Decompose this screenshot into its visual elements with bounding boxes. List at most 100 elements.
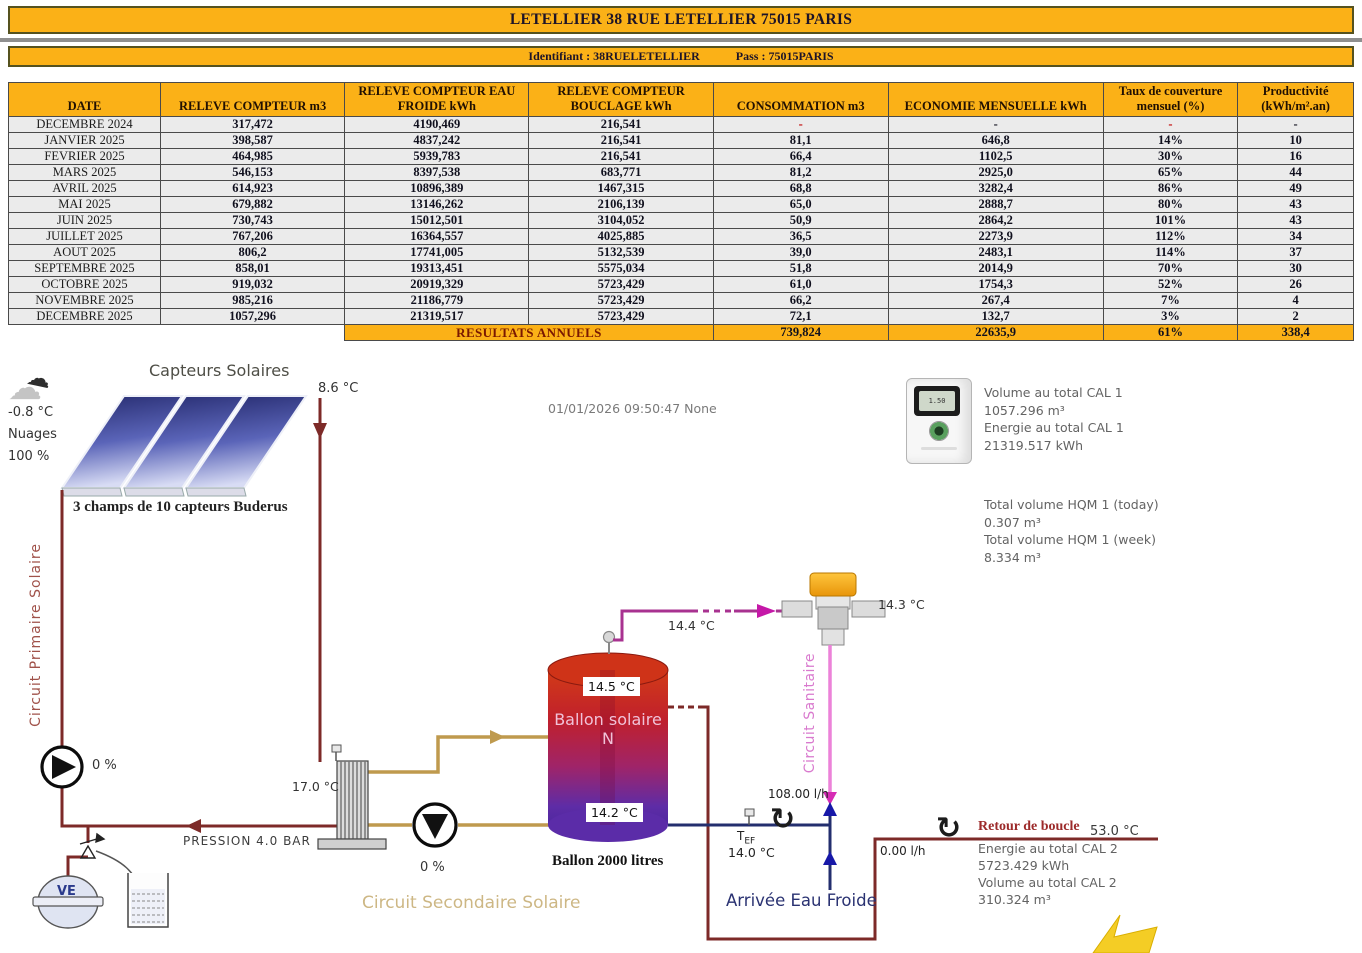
- secondary-circuit-label: Circuit Secondaire Solaire: [362, 893, 581, 913]
- value-cell: 858,01: [159, 259, 346, 277]
- value-cell: 985,216: [159, 291, 346, 309]
- value-cell: 39,0: [712, 243, 889, 261]
- value-cell: 10: [1237, 131, 1354, 149]
- value-cell: 86%: [1102, 179, 1239, 197]
- value-cell: 8397,538: [344, 163, 530, 181]
- value-cell: 546,153: [159, 163, 346, 181]
- pass-label: Pass : 75015PARIS: [735, 49, 834, 63]
- value-cell: 398,587: [159, 131, 346, 149]
- hqm-readings: Total volume HQM 1 (today) 0.307 m³ Total…: [984, 497, 1159, 565]
- cloud-icon: ☁: [8, 368, 42, 408]
- value-cell: 30%: [1102, 147, 1239, 165]
- results-value: 739,824: [712, 323, 889, 341]
- table-row: SEPTEMBRE 2025 858,01 19313,451 5575,034 51,…: [8, 259, 1354, 277]
- sanitary-flow: 108.00 l/h: [768, 787, 829, 801]
- value-cell: 10896,389: [344, 179, 530, 197]
- header-row: DATE RELEVE COMPTEUR m3 RELEVE COMPTEUR EA…: [8, 82, 1354, 117]
- pressure-label: PRESSION 4.0 BAR: [183, 834, 311, 848]
- value-cell: 65%: [1102, 163, 1239, 181]
- table-row: MARS 2025 546,153 8397,538 683,771 81,2 2925,…: [8, 163, 1354, 181]
- date-cell: SEPTEMBRE 2025: [8, 259, 161, 277]
- circulation-icon: ↻: [770, 802, 796, 837]
- collector-temp: 8.6 °C: [318, 381, 359, 396]
- results-value: 338,4: [1237, 323, 1354, 341]
- value-cell: 4837,242: [344, 131, 530, 149]
- primary-circuit-label: Circuit Primaire Solaire: [28, 543, 44, 727]
- value-cell: 17741,005: [344, 243, 530, 261]
- date-cell: FEVRIER 2025: [8, 147, 161, 165]
- sanitary-circuit-label: Circuit Sanitaire: [802, 653, 818, 774]
- value-cell: 5723,429: [528, 291, 714, 309]
- value-cell: 43: [1237, 211, 1354, 229]
- value-cell: 2014,9: [887, 259, 1104, 277]
- outdoor-temp: -0.8 °C: [8, 405, 54, 420]
- column-header: RELEVE COMPTEUR EAU FROIDE kWh: [344, 82, 530, 117]
- date-cell: MARS 2025: [8, 163, 161, 181]
- value-cell: 4025,885: [528, 227, 714, 245]
- value-cell: -: [712, 115, 889, 133]
- table-row: MAI 2025 679,882 13146,262 2106,139 65,0 2888…: [8, 195, 1354, 213]
- monthly-table-body: DECEMBRE 2024 317,472 4190,469 216,541- - - - J…: [8, 115, 1354, 341]
- value-cell: 5723,429: [528, 275, 714, 293]
- column-header: ECONOMIE MENSUELLE kWh: [887, 82, 1104, 117]
- diagram-artwork: [32, 395, 1158, 953]
- identifiant-label: Identifiant : 38RUELETELLIER: [528, 49, 700, 63]
- meter-slot: [921, 447, 957, 450]
- value-cell: 730,743: [159, 211, 346, 229]
- column-header: RELEVE COMPTEUR BOUCLAGE kWh: [528, 82, 714, 117]
- value-cell: 4190,469: [344, 115, 530, 133]
- value-cell: 464,985: [159, 147, 346, 165]
- table-row: AVRIL 2025 614,923 10896,389 1467,315 68,8 32…: [8, 179, 1354, 197]
- value-cell: 19313,451: [344, 259, 530, 277]
- value-cell: 65,0: [712, 195, 889, 213]
- value-cell: 806,2: [159, 243, 346, 261]
- table-row: DECEMBRE 2024 317,472 4190,469 216,541- - - -: [8, 115, 1354, 133]
- value-cell: 37: [1237, 243, 1354, 261]
- drain-beaker: [127, 873, 169, 928]
- value-cell: 1467,315: [528, 179, 714, 197]
- safety-valve-icon: [79, 832, 106, 859]
- value-cell: 43: [1237, 195, 1354, 213]
- value-cell: -: [1237, 115, 1354, 133]
- weather-condition: Nuages: [8, 427, 57, 442]
- tank-top-temp: 14.5 °C: [583, 677, 640, 696]
- value-cell: 614,923: [159, 179, 346, 197]
- flow-arrow-down: [823, 792, 837, 805]
- value-cell: 30: [1237, 259, 1354, 277]
- value-cell: 61,0: [712, 275, 889, 293]
- cal2-readings: Energie au total CAL 2 5723.429 kWh Volum…: [978, 841, 1118, 907]
- cold-water-inlet-label: Arrivée Eau Froide: [726, 891, 877, 910]
- value-cell: 72,1: [712, 307, 889, 325]
- value-cell: 7%: [1102, 291, 1239, 309]
- tank-caption: Ballon 2000 litres: [552, 853, 664, 869]
- value-cell: 34: [1237, 227, 1354, 245]
- table-row: OCTOBRE 2025 919,032 20919,329 5723,429 61,0…: [8, 275, 1354, 293]
- column-header: DATE: [8, 82, 161, 117]
- circulation-icon: ↻: [936, 811, 962, 846]
- value-cell: 66,4: [712, 147, 889, 165]
- date-cell: NOVEMBRE 2025: [8, 291, 161, 309]
- primary-pump: [40, 745, 84, 789]
- heat-exchanger: [317, 744, 387, 850]
- value-cell: 66,2: [712, 291, 889, 309]
- value-cell: 70%: [1102, 259, 1239, 277]
- value-cell: 80%: [1102, 195, 1239, 213]
- secondary-pump-speed: 0 %: [420, 860, 445, 875]
- secondary-circuit-pipes: [368, 735, 549, 827]
- value-cell: 3282,4: [887, 179, 1104, 197]
- value-cell: 2888,7: [887, 195, 1104, 213]
- tank-bottom-temp: 14.2 °C: [586, 803, 643, 822]
- primary-pump-speed: 0 %: [92, 758, 117, 773]
- secondary-pump: [412, 802, 458, 848]
- flow-arrow-right: [490, 730, 505, 744]
- results-row: RESULTATS ANNUELS 739,824 22635,9 61% 338,4: [8, 323, 1354, 341]
- table-row: JANVIER 2025 398,587 4837,242 216,541 81,1 64…: [8, 131, 1354, 149]
- value-cell: 1102,5: [887, 147, 1104, 165]
- flow-arrow-right: [757, 604, 776, 618]
- results-label: RESULTATS ANNUELS: [344, 323, 714, 341]
- value-cell: 68,8: [712, 179, 889, 197]
- date-cell: AOUT 2025: [8, 243, 161, 261]
- value-cell: 2864,2: [887, 211, 1104, 229]
- results-value: 22635,9: [887, 323, 1104, 341]
- column-header: Productivité (kWh/m².an): [1237, 82, 1354, 117]
